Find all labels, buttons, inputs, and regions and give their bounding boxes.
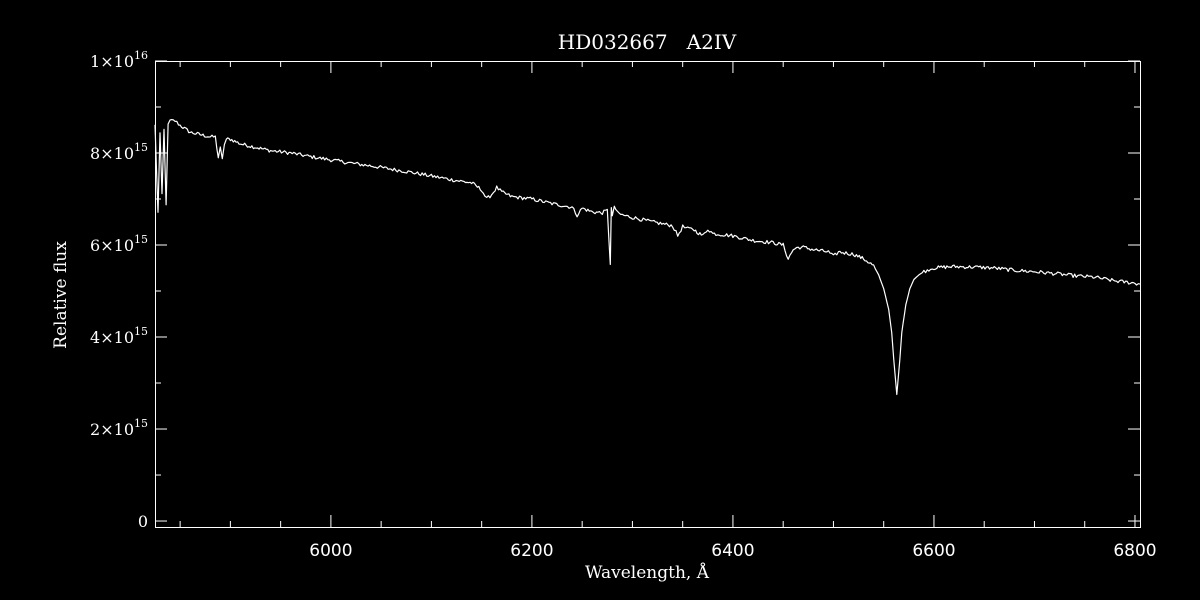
x-tick-label: 6600	[912, 541, 955, 561]
y-tick-label: 2×1015	[90, 417, 148, 439]
x-tick-label: 6000	[309, 541, 352, 561]
x-axis-label: Wavelength, Å	[585, 562, 710, 583]
y-axis-tick-labels: 0 2×1015 4×1015 6×1015 8×1015 1×1016	[90, 49, 148, 531]
series-layer	[154, 118, 1141, 396]
y-axis-label: Relative flux	[51, 241, 71, 349]
y-tick-label: 8×1015	[90, 141, 148, 163]
x-axis-ticks	[179, 61, 1136, 527]
y-tick-label: 0	[138, 512, 148, 531]
x-axis-tick-labels: 6000 6200 6400 6600 6800	[309, 541, 1156, 561]
x-tick-label: 6200	[510, 541, 553, 561]
spectrum-line	[154, 118, 1141, 396]
y-tick-label: 6×1015	[90, 233, 148, 255]
y-axis-ticks	[155, 60, 1140, 522]
x-tick-label: 6800	[1113, 541, 1156, 561]
chart-title: HD032667 A2IV	[558, 30, 737, 54]
x-tick-label: 6400	[711, 541, 754, 561]
y-tick-label: 1×1016	[90, 49, 148, 71]
plot-frame	[155, 61, 1141, 528]
y-tick-label: 4×1015	[90, 325, 148, 347]
